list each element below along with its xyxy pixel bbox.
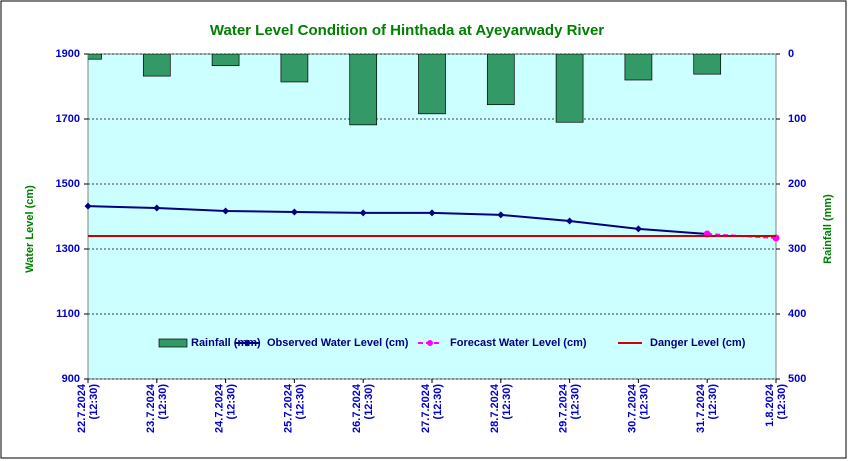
- y-tick-label: 1500: [56, 178, 80, 190]
- legend-swatch: [158, 338, 188, 348]
- marker: [359, 209, 367, 217]
- legend-marker: [427, 340, 433, 346]
- x-tick-label: 25.7.2024(12:30): [282, 383, 306, 433]
- y2-tick-label: 400: [788, 308, 806, 320]
- x-tick-label: 22.7.2024(12:30): [76, 383, 100, 433]
- marker: [634, 225, 642, 233]
- bar: [142, 54, 171, 77]
- x-tick-label: 28.7.2024(12:30): [489, 383, 513, 433]
- y-axis-label: Water Level (cm): [24, 185, 36, 273]
- bar: [211, 54, 240, 67]
- y-tick-label: 1300: [56, 243, 80, 255]
- y2-tick-label: 500: [788, 373, 806, 385]
- y2-axis-label: Rainfall (mm): [822, 194, 834, 264]
- y2-tick-label: 300: [788, 243, 806, 255]
- x-tick-label: 30.7.2024(12:30): [626, 383, 650, 433]
- x-tick-label: 27.7.2024(12:30): [420, 383, 444, 433]
- y2-tick-label: 100: [788, 113, 806, 125]
- y2-tick-label: 200: [788, 178, 806, 190]
- x-tick-label: 1.8.2024(12:30): [764, 383, 788, 427]
- x-tick-label: 31.7.2024(12:30): [695, 383, 719, 433]
- legend-label: Danger Level (cm): [650, 337, 746, 349]
- line: [87, 205, 708, 236]
- marker: [222, 207, 230, 215]
- y-tick-label: 1900: [56, 48, 80, 60]
- marker: [290, 208, 298, 216]
- legend-marker: [243, 339, 251, 347]
- legend-label: Forecast Water Level (cm): [450, 337, 587, 349]
- bar: [624, 54, 653, 81]
- bar: [349, 54, 378, 126]
- marker: [497, 211, 505, 219]
- y-tick-label: 1700: [56, 113, 80, 125]
- bar: [280, 54, 309, 83]
- plot-marks: [88, 54, 722, 126]
- x-tick-label: 23.7.2024(12:30): [145, 383, 169, 433]
- marker: [428, 209, 436, 217]
- marker: [84, 202, 92, 210]
- x-tick-label: 26.7.2024(12:30): [351, 383, 375, 433]
- x-tick-label: 29.7.2024(12:30): [558, 383, 582, 433]
- chart-title: Water Level Condition of Hinthada at Aye…: [210, 22, 604, 39]
- x-tick-label: 24.7.2024(12:30): [214, 383, 238, 433]
- bar: [88, 54, 102, 60]
- legend-label: Observed Water Level (cm): [267, 337, 409, 349]
- y-tick-label: 1100: [56, 308, 80, 320]
- y-tick-label: 900: [62, 373, 80, 385]
- legend-label: Rainfall (mm): [191, 337, 261, 349]
- bar: [418, 54, 446, 115]
- bar: [693, 54, 722, 75]
- bar: [555, 54, 584, 123]
- y2-tick-label: 0: [788, 48, 794, 60]
- bar: [486, 54, 515, 106]
- marker: [153, 204, 161, 212]
- marker: [566, 217, 574, 225]
